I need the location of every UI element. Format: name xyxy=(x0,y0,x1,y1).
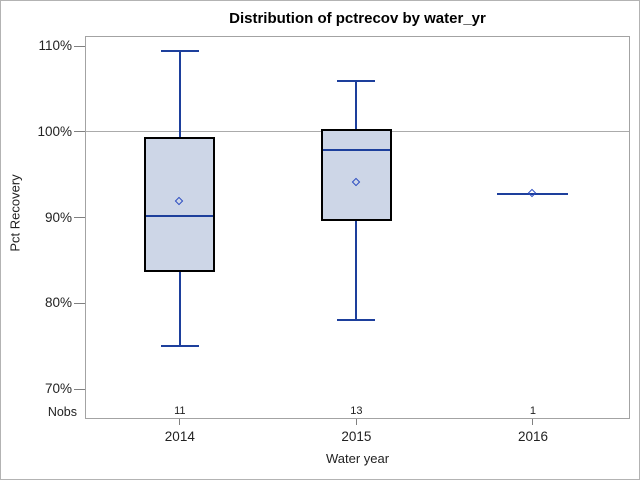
y-tick-mark xyxy=(74,302,85,304)
x-tick-mark xyxy=(179,419,181,425)
y-tick-mark xyxy=(74,388,85,390)
x-tick-mark xyxy=(532,419,534,425)
y-tick-label: 100% xyxy=(37,123,72,139)
x-tick-label: 2014 xyxy=(164,429,195,444)
y-tick-label: 80% xyxy=(44,295,72,311)
y-tick-mark xyxy=(74,217,85,219)
y-tick-mark xyxy=(74,45,85,47)
x-tick-label: 2016 xyxy=(517,429,548,444)
plot-frame xyxy=(85,36,630,419)
y-tick-label: 70% xyxy=(44,381,72,396)
y-tick-label: 110% xyxy=(38,38,72,54)
x-tick-label: 2015 xyxy=(341,429,372,444)
y-axis-title: Pct Recovery xyxy=(7,174,23,252)
nobs-row-label: Nobs xyxy=(47,405,77,419)
y-tick-mark xyxy=(74,131,85,133)
x-tick-mark xyxy=(355,419,357,425)
x-axis-title: Water year xyxy=(325,451,390,466)
chart-title: Distribution of pctrecov by water_yr xyxy=(229,10,486,27)
